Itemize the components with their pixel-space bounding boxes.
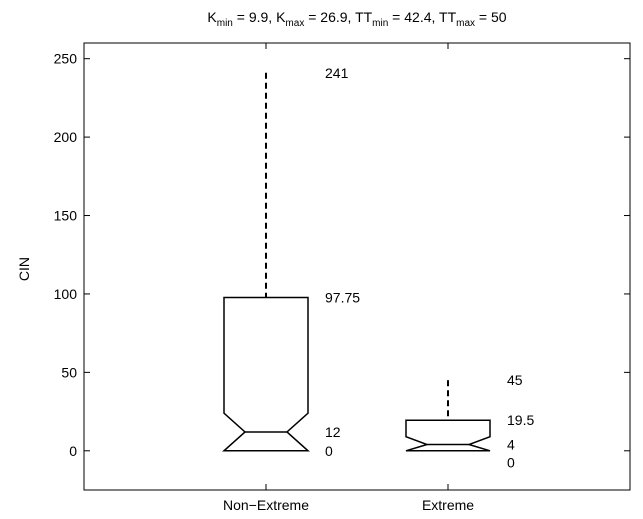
y-tick-label: 50	[61, 364, 77, 380]
x-tick-label: Extreme	[422, 497, 474, 513]
y-tick-label: 200	[54, 129, 78, 145]
boxes: 241 97.75 12 0 45 19.5 4 0	[222, 65, 534, 471]
value-label-median: 12	[325, 424, 341, 440]
title-part-rest: = 9.9,	[233, 9, 276, 25]
title-part-subscript: max	[456, 18, 475, 29]
value-label-max: 241	[325, 65, 349, 81]
title-part-base: K	[207, 9, 217, 25]
box-group: 241 97.75 12 0	[222, 65, 360, 459]
title-part-base: TT	[439, 9, 457, 25]
title-text: Kmin = 9.9, Kmax = 26.9, TTmin = 42.4, T…	[207, 9, 506, 29]
title-part-base: TT	[355, 9, 373, 25]
title-part-rest: = 50	[475, 9, 507, 25]
title-part-rest: = 26.9,	[304, 9, 355, 25]
title-part-subscript: max	[285, 18, 304, 29]
value-label-min: 0	[325, 443, 333, 459]
value-label-q3: 97.75	[325, 289, 360, 305]
y-tick-label: 0	[69, 443, 77, 459]
box-group: 45 19.5 4 0	[405, 372, 534, 471]
value-label-median: 4	[507, 437, 515, 453]
title-part-subscript: min	[217, 18, 233, 29]
value-label-max: 45	[507, 372, 523, 388]
x-tick-label: Non−Extreme	[223, 497, 309, 513]
title-part-subscript: min	[372, 18, 388, 29]
box-outline	[405, 419, 491, 452]
value-label-q3: 19.5	[507, 412, 534, 428]
value-label-min: 0	[507, 455, 515, 471]
y-axis-label: CIN	[16, 257, 32, 281]
y-tick-label: 250	[54, 51, 78, 67]
y-tick-label: 100	[54, 286, 78, 302]
y-tick-label: 150	[54, 208, 78, 224]
box-outline	[222, 296, 310, 452]
plot-frame	[83, 42, 631, 491]
title-part-base: K	[276, 9, 286, 25]
x-axis: Non−Extreme Extreme	[223, 43, 474, 513]
chart-title: Kmin = 9.9, Kmax = 26.9, TTmin = 42.4, T…	[207, 9, 506, 29]
title-part-rest: = 42.4,	[388, 9, 439, 25]
y-axis: 0 50 100 150 200 250	[54, 51, 630, 459]
